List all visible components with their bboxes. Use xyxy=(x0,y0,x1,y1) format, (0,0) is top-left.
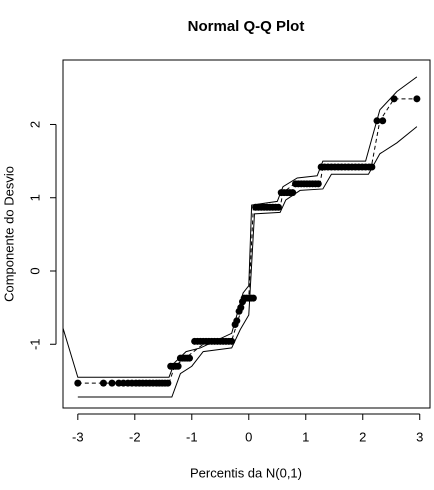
x-axis-label: Percentis da N(0,1) xyxy=(190,465,302,480)
point xyxy=(390,95,398,103)
point xyxy=(74,379,82,387)
x-tick-label: -2 xyxy=(129,429,141,444)
point xyxy=(108,379,116,387)
median-line xyxy=(77,98,417,384)
point xyxy=(368,163,376,171)
point xyxy=(379,117,387,125)
plot-area xyxy=(63,76,421,398)
point xyxy=(164,379,172,387)
x-tick-label: -1 xyxy=(186,429,198,444)
y-tick-label: 0 xyxy=(27,267,42,274)
point xyxy=(99,379,107,387)
x-tick-label: 1 xyxy=(302,429,309,444)
point xyxy=(314,180,322,188)
x-tick-label: 3 xyxy=(416,429,423,444)
y-tick-label: 2 xyxy=(27,121,42,128)
point xyxy=(233,317,241,325)
chart-title: Normal Q-Q Plot xyxy=(188,18,305,35)
envelope-line xyxy=(77,126,418,398)
x-tick-label: 2 xyxy=(359,429,366,444)
y-tick-label: 1 xyxy=(27,194,42,201)
plot-frame xyxy=(62,59,431,409)
point xyxy=(249,294,257,302)
x-tick-label: -3 xyxy=(72,429,84,444)
envelope-line xyxy=(63,76,418,378)
point xyxy=(373,117,381,125)
point xyxy=(289,189,297,197)
y-tick-label: -1 xyxy=(27,338,42,350)
point xyxy=(413,95,421,103)
point xyxy=(274,203,282,211)
x-tick-label: 0 xyxy=(245,429,252,444)
point xyxy=(237,304,245,312)
y-axis-label: Componente do Desvio xyxy=(1,166,16,302)
point xyxy=(228,337,236,345)
point xyxy=(186,354,194,362)
point xyxy=(174,362,182,370)
